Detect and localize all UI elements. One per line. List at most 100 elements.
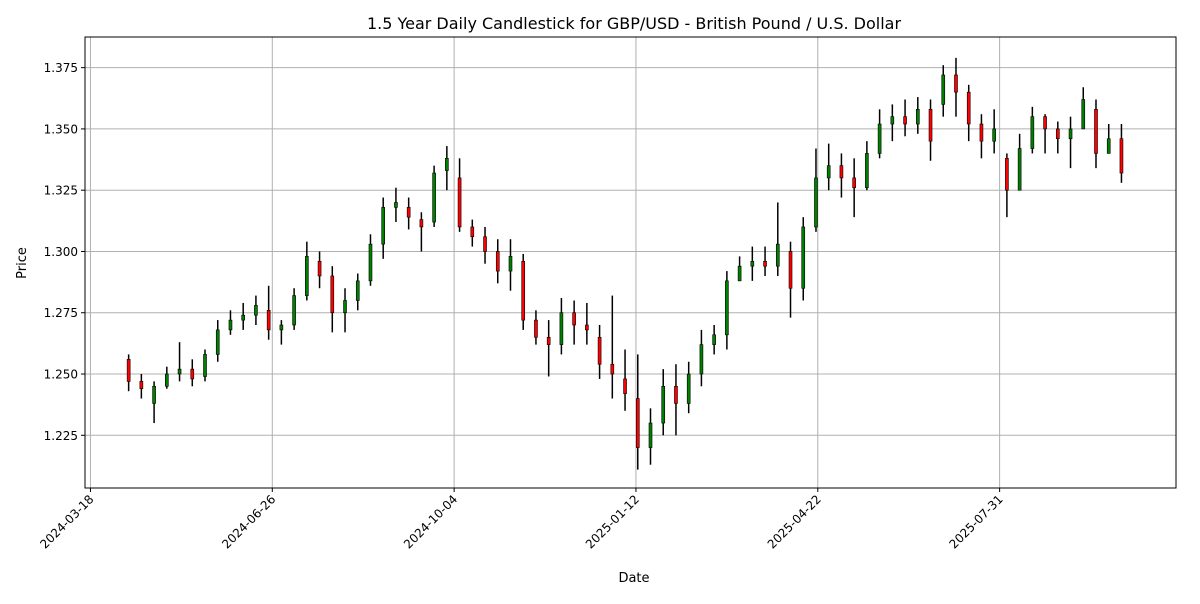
candle (559, 298, 564, 355)
candle (674, 364, 678, 436)
candle-body (814, 177, 818, 228)
candle (775, 202, 780, 276)
candle (483, 226, 487, 264)
candle (992, 109, 996, 154)
candle-body (661, 385, 666, 424)
candle (203, 349, 207, 382)
candle (254, 295, 258, 326)
candle (610, 295, 615, 399)
candle-body (1119, 138, 1124, 174)
candle (241, 302, 245, 330)
candle (1043, 114, 1047, 154)
candle-body (190, 368, 195, 380)
candle (865, 141, 869, 191)
candle (814, 148, 818, 232)
candle (1106, 124, 1111, 154)
x-axis-label: Date (618, 571, 649, 586)
candle (699, 329, 704, 387)
candle (330, 266, 335, 333)
candle (355, 273, 360, 311)
candle (1094, 99, 1098, 169)
candle (725, 271, 729, 350)
candle (712, 325, 716, 355)
candle (534, 310, 538, 345)
y-axis: 1.225 1.250 1.275 1.300 1.325 1.350 1.375 (44, 61, 85, 443)
candle-body (699, 344, 704, 375)
candle (305, 241, 309, 301)
y-tick-label: 1.300 (44, 245, 78, 259)
candle-body (470, 226, 475, 238)
candle-body (1094, 109, 1098, 154)
candle (788, 241, 793, 318)
candle (623, 349, 627, 411)
candle (546, 320, 551, 377)
candle (1119, 124, 1124, 183)
candle (152, 381, 156, 424)
candle-body (877, 123, 882, 154)
candle (890, 104, 895, 142)
candle (686, 361, 691, 414)
candle (915, 97, 920, 134)
candle (966, 84, 971, 142)
candle-body (508, 256, 513, 272)
candle (1081, 87, 1086, 130)
y-tick-label: 1.225 (44, 429, 78, 443)
candle-body (610, 363, 615, 375)
candle (470, 219, 475, 247)
candle (419, 212, 424, 252)
candle-body (941, 74, 946, 105)
candle-body (915, 109, 920, 125)
candle (826, 143, 831, 191)
y-axis-label: Price (15, 247, 30, 279)
candle (572, 300, 576, 345)
y-tick-label: 1.250 (44, 368, 78, 382)
candle-body (992, 128, 996, 142)
candle-body (1005, 158, 1009, 191)
candle-body (979, 123, 984, 142)
candle-body (495, 251, 500, 272)
chart-title: 1.5 Year Daily Candlestick for GBP/USD -… (367, 14, 902, 33)
candle (177, 342, 182, 382)
candle-body (381, 207, 386, 245)
candle (839, 153, 844, 198)
y-tick-label: 1.325 (44, 184, 78, 198)
candle (381, 197, 386, 259)
candle-body (330, 275, 335, 314)
candle-body (241, 314, 245, 321)
candle (979, 114, 984, 159)
candle-body (406, 207, 411, 218)
candle-body (801, 226, 806, 289)
candle-body (483, 236, 487, 252)
grid (85, 37, 1176, 488)
candle (279, 320, 284, 345)
candle (139, 374, 144, 399)
y-tick-label: 1.375 (44, 61, 78, 75)
candle-body (674, 385, 678, 404)
candle (215, 320, 220, 362)
candle-body (737, 265, 742, 282)
candle-body (839, 165, 844, 179)
candle-body (1043, 116, 1047, 130)
candle (750, 246, 755, 281)
candle-body (215, 329, 220, 355)
candle (763, 246, 767, 276)
candle-body (750, 260, 755, 267)
candle-body (572, 312, 576, 326)
candle-body (177, 368, 182, 375)
candle-body (457, 177, 462, 228)
candle (317, 251, 322, 289)
candle-body (317, 260, 322, 277)
y-tick-label: 1.350 (44, 122, 78, 136)
candle (521, 253, 526, 330)
candle (1017, 133, 1022, 191)
candle-body (228, 319, 233, 331)
candle (903, 99, 907, 137)
candle-body (165, 373, 169, 387)
candle (801, 217, 806, 301)
candle (1005, 153, 1009, 218)
candle-body (152, 385, 156, 404)
candle (1030, 106, 1035, 154)
candle-body (597, 336, 602, 365)
candle (368, 234, 373, 286)
candle (457, 158, 462, 232)
